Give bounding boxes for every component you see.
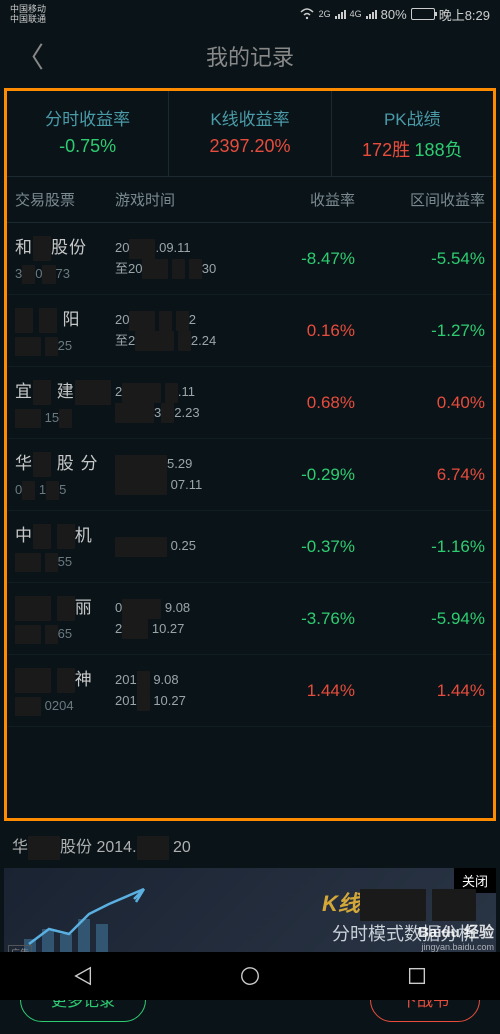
stat-value: 172胜 188负	[336, 136, 489, 162]
stat-pk-record[interactable]: PK战绩 172胜 188负	[332, 91, 493, 176]
table-row[interactable]: 一一 一神 一一 0204 201一 9.08 201一 10.27 1.44%…	[7, 655, 493, 727]
col-stock: 交易股票	[15, 189, 115, 210]
yield-value: 0.16%	[235, 321, 365, 341]
stat-value: 2397.20%	[173, 136, 326, 157]
table-row[interactable]: 华一 股 分 0一 1一5 一一一一5.29 一一一一 07.11 -0.29%…	[7, 439, 493, 511]
yield-value: 1.44%	[235, 681, 365, 701]
stat-label: PK战绩	[336, 105, 489, 130]
game-time: 0一一一 9.08 2一一 10.27	[115, 598, 235, 639]
page-title: 我的记录	[206, 40, 294, 72]
net-label-1: 2G	[319, 9, 331, 19]
table-row[interactable]: 宜一 建一一 一一 15一 2一一一 一.11 一一一3一2.23 0.68% …	[7, 367, 493, 439]
col-range: 区间收益率	[365, 189, 485, 210]
game-time: 20一一.09.11 至20一一 一 一30	[115, 238, 235, 279]
stat-minute-yield[interactable]: 分时收益率 -0.75%	[7, 91, 169, 176]
col-time: 游戏时间	[115, 189, 235, 210]
game-time: 2一一一 一.11 一一一3一2.23	[115, 382, 235, 423]
game-time: 201一 9.08 201一 10.27	[115, 670, 235, 711]
table-row[interactable]: 一 一 阳 一一 一25 20一一 一 一2 至2一一一 一2.24 0.16%…	[7, 295, 493, 367]
column-headers: 交易股票 游戏时间 收益率 区间收益率	[7, 177, 493, 223]
yield-value: 0.68%	[235, 393, 365, 413]
ad-title: K线一一一 一一	[322, 886, 476, 921]
page-header: 〈 我的记录	[0, 28, 500, 84]
stock-code: 一一 一65	[15, 625, 115, 644]
nav-recent-icon[interactable]	[406, 965, 428, 987]
watermark-main: Baidu 经验	[418, 926, 494, 940]
game-time: 一一一一 0.25	[115, 536, 235, 557]
range-yield-value: 0.40%	[365, 393, 485, 413]
stat-label: K线收益率	[173, 105, 326, 130]
stock-name: 一一 一丽	[15, 593, 115, 621]
battery-pct: 80%	[381, 7, 407, 22]
wifi-icon	[299, 8, 315, 20]
range-yield-value: -5.94%	[365, 609, 485, 629]
stock-name: 华一 股 分	[15, 449, 115, 477]
stat-value: -0.75%	[11, 136, 164, 157]
stat-kline-yield[interactable]: K线收益率 2397.20%	[169, 91, 331, 176]
pk-wins: 172胜	[362, 140, 410, 160]
pk-losses: 188负	[415, 140, 463, 160]
range-yield-value: -1.16%	[365, 537, 485, 557]
carrier-1: 中国移动	[10, 4, 46, 14]
stock-code: 一一 一25	[15, 337, 115, 356]
signal-icon-2	[366, 10, 377, 19]
game-time: 一一一一5.29 一一一一 07.11	[115, 454, 235, 495]
summary-stats: 分时收益率 -0.75% K线收益率 2397.20% PK战绩 172胜 18…	[7, 91, 493, 177]
clock: 晚上8:29	[439, 5, 490, 24]
stock-name: 和一股份	[15, 233, 115, 261]
net-label-2: 4G	[350, 9, 362, 19]
records-list[interactable]: 和一股份 3一0一73 20一一.09.11 至20一一 一 一30 -8.47…	[7, 223, 493, 818]
yield-value: -0.37%	[235, 537, 365, 557]
system-nav-bar	[0, 952, 500, 1000]
stock-code: 0一 1一5	[15, 481, 115, 500]
nav-home-icon[interactable]	[239, 965, 261, 987]
stock-code: 一一 一55	[15, 553, 115, 572]
stock-code: 一一 15一	[15, 409, 115, 428]
yield-value: -3.76%	[235, 609, 365, 629]
table-row[interactable]: 中一 一机 一一 一55 一一一一 0.25 -0.37% -1.16%	[7, 511, 493, 583]
stock-name: 宜一 建一一	[15, 377, 115, 405]
back-button[interactable]: 〈	[16, 36, 44, 76]
range-yield-value: 1.44%	[365, 681, 485, 701]
stock-code: 一一 0204	[15, 697, 115, 716]
nav-back-icon[interactable]	[72, 965, 94, 987]
stock-name: 一 一 阳	[15, 305, 115, 333]
battery-icon	[411, 8, 435, 20]
carrier-2: 中国联通	[10, 14, 46, 24]
yield-value: -8.47%	[235, 249, 365, 269]
stock-code: 3一0一73	[15, 265, 115, 284]
table-row[interactable]: 一一 一丽 一一 一65 0一一一 9.08 2一一 10.27 -3.76% …	[7, 583, 493, 655]
watermark: Baidu 经验 jingyan.baidu.com	[418, 926, 494, 954]
range-yield-value: 6.74%	[365, 465, 485, 485]
range-yield-value: -1.27%	[365, 321, 485, 341]
watermark-sub: jingyan.baidu.com	[418, 940, 494, 954]
signal-icon-1	[335, 10, 346, 19]
stat-label: 分时收益率	[11, 105, 164, 130]
table-row[interactable]: 和一股份 3一0一73 20一一.09.11 至20一一 一 一30 -8.47…	[7, 223, 493, 295]
yield-value: -0.29%	[235, 465, 365, 485]
range-yield-value: -5.54%	[365, 249, 485, 269]
overflow-row[interactable]: 华一一股份 2014.一一 20	[0, 825, 500, 868]
game-time: 20一一 一 一2 至2一一一 一2.24	[115, 310, 235, 351]
stock-name: 一一 一神	[15, 665, 115, 693]
records-panel: 分时收益率 -0.75% K线收益率 2397.20% PK战绩 172胜 18…	[4, 88, 496, 821]
status-bar: 中国移动 中国联通 2G 4G 80% 晚上8:29	[0, 0, 500, 28]
stock-name: 中一 一机	[15, 521, 115, 549]
col-yield: 收益率	[235, 189, 365, 210]
